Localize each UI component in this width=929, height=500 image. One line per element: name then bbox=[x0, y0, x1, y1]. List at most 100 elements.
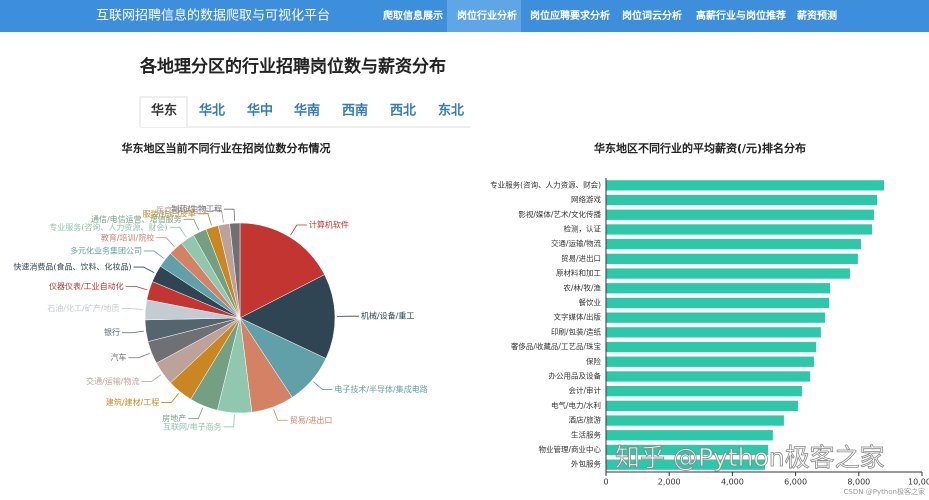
chart-title: 华东地区当前不同行业在招岗位数分布情况 bbox=[122, 141, 331, 155]
y-tick-label: 会计/审计 bbox=[568, 385, 601, 395]
bar bbox=[606, 297, 830, 309]
y-tick-label: 原材料和加工 bbox=[556, 268, 601, 278]
nav-active-bg bbox=[447, 0, 521, 32]
y-tick-label: 电气/电力/水利 bbox=[551, 400, 601, 410]
bar bbox=[606, 253, 858, 264]
bar bbox=[606, 180, 885, 191]
slice-label: 计算机软件 bbox=[309, 219, 349, 229]
nav-item[interactable]: 岗位应聘要求分析 bbox=[530, 9, 610, 22]
label-line bbox=[122, 330, 144, 334]
label-line bbox=[211, 210, 224, 223]
slice-label: 汽车 bbox=[111, 352, 127, 362]
bar bbox=[606, 356, 814, 367]
y-tick-label: 外包服务 bbox=[571, 459, 601, 469]
bar bbox=[606, 268, 850, 279]
slice-label: 多元化业务集团公司 bbox=[70, 245, 142, 255]
x-tick-label: 2,000 bbox=[658, 478, 681, 487]
tab[interactable]: 华南 bbox=[294, 103, 320, 119]
label-line bbox=[224, 208, 236, 222]
tab[interactable]: 华东 bbox=[151, 103, 177, 119]
label-line bbox=[183, 218, 200, 231]
watermark: 知乎 @Python极客之家 bbox=[615, 443, 885, 472]
label-line bbox=[128, 353, 150, 359]
label-line bbox=[144, 250, 164, 259]
y-tick-label: 酒店/旅游 bbox=[568, 415, 601, 425]
slice-label: 服装/纺织/皮革 bbox=[143, 208, 196, 218]
pie-slice bbox=[239, 222, 325, 319]
y-tick-label: 检测，认证 bbox=[564, 223, 602, 233]
slice-label: 仪器仪表/工业自动化 bbox=[49, 281, 124, 291]
bar bbox=[606, 283, 831, 294]
bar bbox=[606, 224, 873, 235]
slice-label: 专业服务(咨询、人力资源、财会) bbox=[49, 222, 167, 232]
nav-item[interactable]: 高薪行业与岗位推荐 bbox=[696, 9, 786, 22]
slice-label: 贸易/进出口 bbox=[290, 415, 333, 425]
slice-label: 医疗/护理/卫生 bbox=[156, 205, 209, 215]
x-tick-label: 4,000 bbox=[721, 478, 744, 487]
y-tick-label: 贸易/进出口 bbox=[561, 253, 601, 263]
y-tick-label: 文字媒体/出版 bbox=[553, 312, 601, 322]
tab[interactable]: 西南 bbox=[342, 103, 368, 119]
nav-item[interactable]: 岗位词云分析 bbox=[622, 9, 682, 22]
tab[interactable]: 东北 bbox=[438, 103, 464, 119]
y-tick-label: 农/林/牧/渔 bbox=[563, 282, 601, 292]
slice-label: 建筑/建材/工程 bbox=[106, 397, 159, 407]
y-tick-label: 专业服务(咨询、人力资源、财会) bbox=[490, 179, 601, 189]
x-tick-label: 10,000 bbox=[908, 478, 929, 487]
label-line bbox=[125, 286, 148, 291]
label-line bbox=[169, 226, 187, 238]
footer-credit: CSDN @Python极客之家 bbox=[844, 487, 925, 496]
y-tick-label: 网络游戏 bbox=[571, 194, 601, 204]
bar bbox=[606, 459, 765, 470]
y-tick-label: 物业管理/商业中心 bbox=[538, 444, 601, 454]
bar bbox=[606, 194, 878, 206]
tab[interactable]: 华北 bbox=[199, 103, 225, 119]
y-tick-label: 印刷/包装/造纸 bbox=[551, 326, 602, 336]
x-tick-label: 8,000 bbox=[847, 478, 870, 487]
bar bbox=[606, 341, 817, 353]
label-line bbox=[313, 381, 333, 390]
slice-label: 石油/化工/矿产/地质 bbox=[47, 303, 119, 313]
y-tick-label: 奢侈品/收藏品/工艺品/珠宝 bbox=[511, 341, 602, 351]
slice-label: 互联网/电子商务 bbox=[163, 421, 222, 431]
bar bbox=[606, 312, 825, 323]
pie-slice bbox=[229, 222, 241, 319]
slice-label: 机械/设备/重工 bbox=[361, 311, 414, 321]
nav-item[interactable]: 岗位行业分析 bbox=[457, 9, 517, 22]
pie-slice bbox=[239, 274, 336, 359]
bar bbox=[606, 386, 802, 397]
label-line bbox=[188, 407, 204, 420]
label-line bbox=[223, 414, 235, 428]
slice-label: 房地产 bbox=[162, 413, 186, 423]
nav-item[interactable]: 薪资预测 bbox=[797, 9, 837, 22]
bar bbox=[606, 415, 784, 426]
slice-label: 通信/电信运营、增值服务 bbox=[91, 214, 182, 224]
tab-active-border bbox=[139, 96, 188, 127]
label-line bbox=[273, 408, 288, 421]
site-title[interactable]: 互联网招聘信息的数据爬取与可视化平台 bbox=[96, 8, 330, 24]
bar bbox=[606, 209, 874, 220]
tab[interactable]: 华中 bbox=[247, 103, 273, 119]
bar bbox=[606, 239, 862, 250]
page-heading: 各地理分区的行业招聘岗位数与薪资分布 bbox=[139, 56, 446, 77]
tab[interactable]: 西北 bbox=[390, 104, 416, 119]
y-tick-label: 生活服务 bbox=[571, 429, 601, 439]
y-tick-label: 影视/媒体/艺术/文化传播 bbox=[518, 209, 601, 219]
x-tick-label: 0 bbox=[603, 478, 608, 487]
x-tick-label: 6,000 bbox=[784, 478, 807, 487]
slice-label: 制药/生物工程 bbox=[171, 204, 222, 214]
slice-label: 银行 bbox=[104, 327, 120, 337]
slice-label: 快速消费品(食品、饮料、化妆品) bbox=[13, 262, 131, 272]
bar bbox=[606, 444, 769, 456]
y-tick-label: 办公用品及设备 bbox=[549, 370, 602, 380]
label-line bbox=[197, 213, 212, 226]
y-tick-label: 保险 bbox=[586, 356, 601, 366]
label-line bbox=[290, 224, 307, 236]
label-line bbox=[133, 266, 155, 274]
y-tick-label: 交通/运输/物流 bbox=[551, 238, 602, 248]
label-line bbox=[156, 237, 175, 247]
slice-label: 电子技术/半导体/集成电路 bbox=[334, 384, 427, 394]
nav-item[interactable]: 爬取信息展示 bbox=[382, 9, 443, 22]
